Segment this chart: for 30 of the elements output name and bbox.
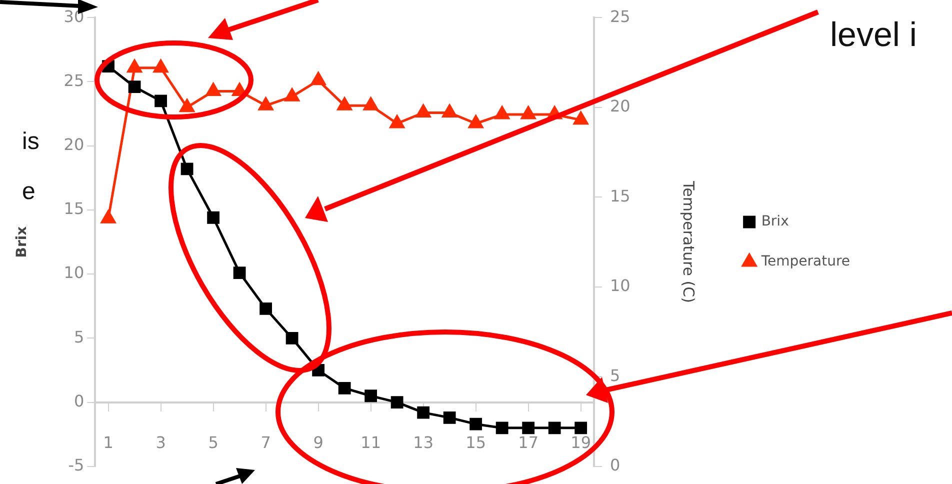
y2-tick-label: 5 bbox=[610, 366, 620, 385]
x-tick-label: 15 bbox=[466, 433, 486, 452]
y2-tick-label: 20 bbox=[610, 96, 630, 116]
x-tick-label: 1 bbox=[103, 433, 114, 452]
y-tick-label: 10 bbox=[64, 263, 84, 282]
y-tick-label: 0 bbox=[74, 391, 84, 410]
y2-tick-label: 25 bbox=[610, 6, 630, 26]
x-tick-label: 17 bbox=[518, 433, 539, 452]
y2-tick-label: 0 bbox=[610, 456, 620, 475]
x-tick-label: 9 bbox=[313, 433, 324, 452]
x-tick-label: 3 bbox=[156, 433, 166, 452]
x-tick-label: 5 bbox=[208, 433, 218, 452]
legend-label: Temperature bbox=[760, 254, 850, 270]
x-tick-label: 11 bbox=[360, 433, 381, 452]
y-tick-label: 25 bbox=[64, 70, 84, 90]
y-axis-title: Brix bbox=[14, 226, 30, 258]
text: is bbox=[22, 128, 40, 155]
y-tick-label: 5 bbox=[74, 327, 84, 346]
y-tick-label: 15 bbox=[64, 199, 84, 218]
y-tick-label: -5 bbox=[68, 456, 84, 475]
legend-label: Brix bbox=[761, 214, 789, 230]
text: e bbox=[22, 178, 36, 205]
y2-tick-label: 15 bbox=[610, 186, 630, 206]
x-tick-label: 13 bbox=[413, 433, 434, 452]
y2-axis-title: Temperature (C) bbox=[679, 180, 698, 303]
y-tick-label: 20 bbox=[64, 134, 84, 154]
text: level i bbox=[830, 16, 917, 54]
x-tick-label: 19 bbox=[570, 433, 592, 452]
x-tick-label: 7 bbox=[260, 433, 271, 452]
y2-tick-label: 10 bbox=[610, 276, 630, 296]
